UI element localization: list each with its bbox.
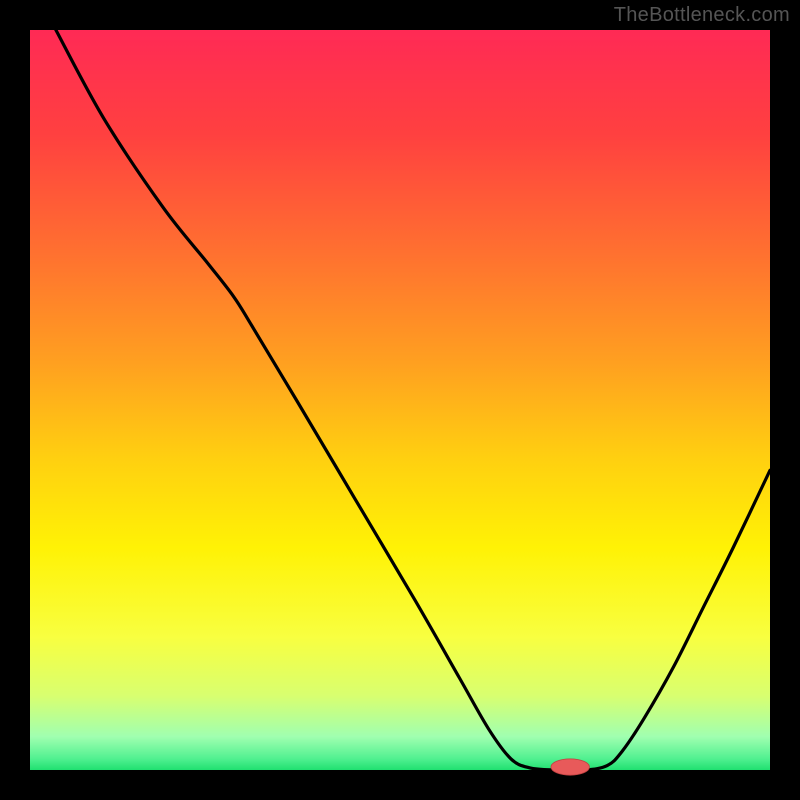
watermark-text: TheBottleneck.com: [614, 4, 790, 27]
chart-svg: [0, 0, 800, 800]
optimal-marker: [551, 759, 589, 775]
chart-root: TheBottleneck.com: [0, 0, 800, 800]
plot-gradient-background: [30, 30, 770, 770]
